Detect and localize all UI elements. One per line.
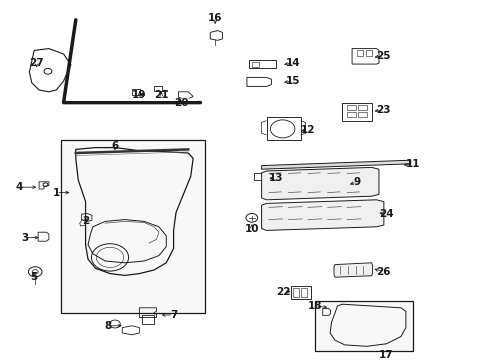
Text: 12: 12 (300, 125, 315, 135)
Text: 22: 22 (276, 287, 290, 297)
Bar (61, 140, 205, 313)
Text: 9: 9 (353, 177, 360, 187)
Polygon shape (261, 200, 383, 230)
Text: 3: 3 (21, 233, 28, 243)
Polygon shape (333, 263, 372, 277)
Text: 5: 5 (31, 272, 38, 282)
Text: 20: 20 (173, 98, 188, 108)
Text: 6: 6 (111, 141, 118, 151)
Text: 1: 1 (53, 188, 60, 198)
Polygon shape (261, 167, 378, 200)
Text: 26: 26 (376, 267, 390, 277)
Polygon shape (261, 160, 410, 169)
Text: 19: 19 (132, 90, 146, 100)
Text: 14: 14 (285, 58, 300, 68)
Text: 13: 13 (268, 173, 283, 183)
Text: 27: 27 (29, 58, 44, 68)
Text: 8: 8 (104, 321, 111, 331)
Text: 25: 25 (376, 51, 390, 61)
Text: 11: 11 (405, 159, 420, 169)
Text: 2: 2 (82, 216, 89, 226)
Text: 24: 24 (378, 209, 393, 219)
Text: 23: 23 (376, 105, 390, 115)
Text: 15: 15 (285, 76, 300, 86)
Text: 18: 18 (307, 301, 322, 311)
Text: 16: 16 (207, 13, 222, 23)
Text: 10: 10 (244, 224, 259, 234)
Text: 4: 4 (16, 182, 23, 192)
Text: 7: 7 (169, 310, 177, 320)
Bar (315, 301, 412, 351)
Text: 17: 17 (378, 350, 393, 360)
Text: 21: 21 (154, 90, 168, 100)
